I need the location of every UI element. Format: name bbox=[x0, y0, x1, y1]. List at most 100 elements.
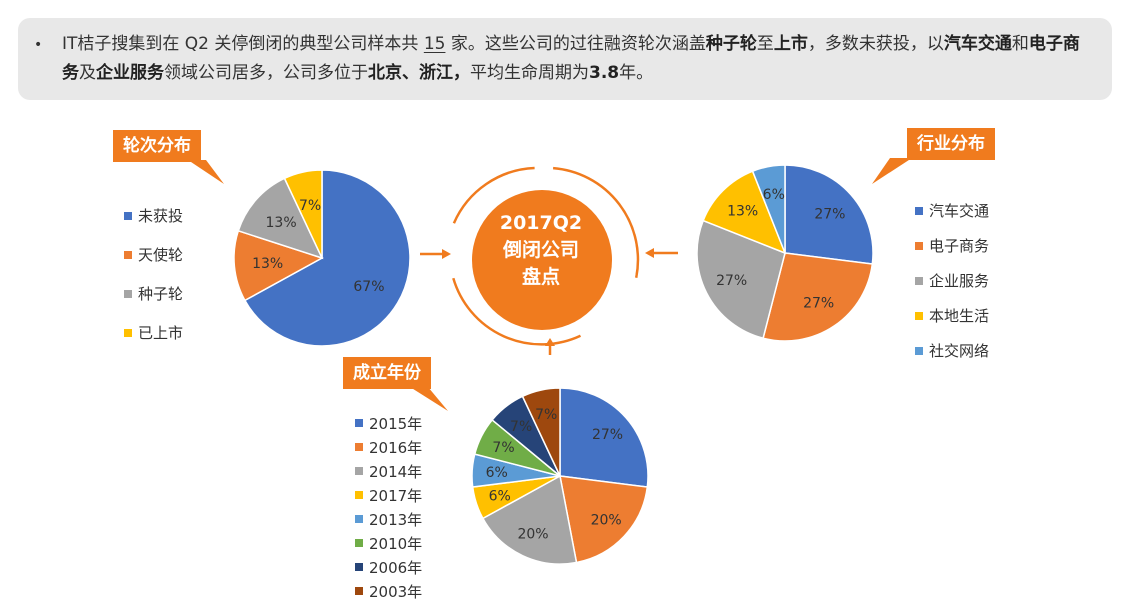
legend-swatch bbox=[915, 206, 923, 215]
summary-part: IT桔子搜集到在 Q2 关停倒闭的典型公司样本共 bbox=[62, 34, 424, 54]
slice-label: 6% bbox=[486, 465, 508, 481]
year-legend: 2015年 2016年 2014年 2017年 2013年 2010年 2006年 2003年 bbox=[355, 411, 422, 603]
center-title-line: 2017Q2 bbox=[499, 212, 583, 234]
pie-slice bbox=[696, 219, 786, 340]
summary-part: 领域公司居多，公司多位于 bbox=[164, 63, 368, 83]
legend-swatch bbox=[355, 419, 363, 427]
slice-label: 7% bbox=[492, 440, 514, 456]
slice-label: 27% bbox=[814, 206, 845, 222]
legend-swatch bbox=[355, 443, 363, 451]
legend-swatch bbox=[355, 539, 363, 547]
summary-bold: 企业服务 bbox=[96, 63, 164, 83]
legend-label: 天使轮 bbox=[138, 246, 184, 264]
legend-label: 2003年 bbox=[369, 582, 423, 601]
round-legend: 未获投 天使轮 种子轮 已上市 bbox=[124, 196, 183, 352]
founding-year-tag: 成立年份 bbox=[343, 357, 431, 389]
pie-slice bbox=[702, 170, 787, 255]
legend-label: 2013年 bbox=[369, 510, 423, 529]
legend-item: 社交网络 bbox=[915, 333, 989, 368]
bullet: • bbox=[34, 37, 43, 53]
slice-label: 7% bbox=[535, 407, 557, 423]
legend-label: 2006年 bbox=[369, 558, 423, 577]
center-graphic bbox=[420, 166, 678, 355]
year-tag-pointer bbox=[410, 387, 448, 411]
legend-swatch bbox=[355, 491, 363, 499]
legend-label: 未获投 bbox=[138, 207, 184, 225]
slice-label: 27% bbox=[803, 295, 834, 311]
ring-arc-top-left bbox=[452, 166, 535, 224]
left-arrow-head bbox=[442, 249, 451, 259]
summary-part: ，多数未获投，以 bbox=[807, 34, 944, 54]
legend-item: 已上市 bbox=[124, 313, 183, 352]
legend-item: 2015年 bbox=[355, 411, 422, 435]
slice-label: 13% bbox=[252, 256, 283, 272]
center-title-line: 盘点 bbox=[521, 266, 560, 288]
center-circle bbox=[472, 190, 612, 330]
summary-part: 至 bbox=[756, 34, 774, 54]
year-pie-chart: 27%20%20%6%6%7%7%7% bbox=[471, 387, 649, 565]
legend-label: 汽车交通 bbox=[929, 202, 990, 220]
slice-label: 7% bbox=[299, 198, 321, 214]
pie-slice bbox=[233, 229, 324, 302]
summary-part: 家。这些公司的过往融资轮次涵盖 bbox=[445, 34, 706, 54]
legend-swatch bbox=[915, 276, 923, 285]
company-count: 15 bbox=[423, 34, 446, 54]
legend-label: 2010年 bbox=[369, 534, 423, 553]
slice-label: 27% bbox=[592, 427, 623, 443]
pie-slice bbox=[237, 177, 324, 260]
pie-slice bbox=[481, 474, 578, 565]
legend-label: 2014年 bbox=[369, 462, 423, 481]
legend-item: 电子商务 bbox=[915, 228, 989, 263]
industry-pie-chart: 27% 27% 27% 13% 6% bbox=[696, 164, 874, 342]
pie-slice bbox=[751, 164, 786, 254]
summary-box: • IT桔子搜集到在 Q2 关停倒闭的典型公司样本共 15 家。这些公司的过往融… bbox=[18, 18, 1112, 100]
bottom-arrow-head bbox=[545, 338, 555, 346]
legend-swatch bbox=[124, 289, 132, 298]
slice-label: 20% bbox=[591, 512, 622, 528]
center-title-line: 倒闭公司 bbox=[502, 239, 579, 261]
slice-label: 6% bbox=[763, 187, 785, 203]
industry-legend: 汽车交通 电子商务 企业服务 本地生活 社交网络 bbox=[915, 193, 989, 368]
legend-swatch bbox=[355, 515, 363, 523]
summary-bold: 种子轮 bbox=[705, 34, 757, 54]
summary-bold: 电子商务 bbox=[62, 34, 1080, 83]
legend-swatch bbox=[355, 467, 363, 475]
ring-arc-bottom bbox=[452, 277, 582, 346]
legend-item: 2016年 bbox=[355, 435, 422, 459]
ring-arc-top-right bbox=[553, 166, 640, 278]
legend-label: 已上市 bbox=[138, 324, 184, 342]
legend-label: 企业服务 bbox=[929, 272, 990, 290]
slice-label: 67% bbox=[353, 279, 384, 295]
slice-label: 13% bbox=[266, 215, 297, 231]
legend-item: 天使轮 bbox=[124, 235, 183, 274]
legend-label: 社交网络 bbox=[929, 342, 990, 360]
summary-part: 及 bbox=[79, 63, 96, 83]
round-tag-pointer bbox=[188, 160, 224, 184]
summary-bold: 汽车交通 bbox=[943, 34, 1012, 54]
legend-label: 2016年 bbox=[369, 438, 423, 457]
summary-part: 平均生命周期为 bbox=[470, 63, 589, 83]
slice-label: 27% bbox=[716, 273, 747, 289]
legend-item: 未获投 bbox=[124, 196, 183, 235]
slice-label: 20% bbox=[517, 526, 548, 542]
legend-swatch bbox=[915, 241, 923, 250]
legend-label: 2015年 bbox=[369, 414, 423, 433]
pie-slice bbox=[559, 387, 649, 488]
summary-bold: 上市 bbox=[773, 34, 808, 54]
center-title: 2017Q2 倒闭公司 盘点 bbox=[481, 210, 601, 291]
slice-label: 7% bbox=[510, 419, 532, 435]
legend-item: 2013年 bbox=[355, 507, 422, 531]
pie-slice bbox=[243, 169, 411, 347]
legend-item: 2014年 bbox=[355, 459, 422, 483]
round-distribution-tag: 轮次分布 bbox=[113, 130, 201, 162]
pie-slice bbox=[762, 252, 874, 342]
right-arrow-head bbox=[645, 248, 654, 258]
pie-slice bbox=[283, 169, 323, 259]
legend-swatch bbox=[124, 250, 132, 259]
industry-distribution-tag: 行业分布 bbox=[907, 128, 995, 160]
summary-part: 和 bbox=[1011, 34, 1029, 54]
summary-part: 年。 bbox=[619, 63, 654, 83]
summary-text: IT桔子搜集到在 Q2 关停倒闭的典型公司样本共 15 家。这些公司的过往融资轮… bbox=[42, 30, 1092, 88]
legend-swatch bbox=[355, 587, 363, 595]
legend-item: 2006年 bbox=[355, 555, 422, 579]
